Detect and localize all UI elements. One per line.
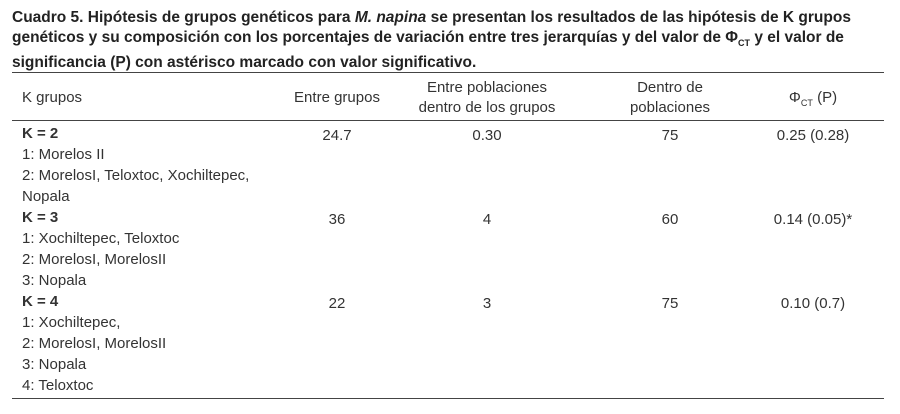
caption-tail: y el valor de significancia (P) con asté… (12, 29, 844, 72)
entre-poblaciones: 3 (482, 295, 492, 312)
entre-grupos: 36 (328, 211, 346, 228)
member: 4: Teloxtoc (22, 377, 94, 394)
header-entre-poblaciones: Entre poblaciones dentro de los grupos (419, 78, 556, 118)
header-rule (12, 120, 884, 121)
entre-poblaciones: 4 (482, 211, 492, 228)
phi-value: 0.10 (0.7) (780, 295, 846, 312)
phi-value: 0.25 (0.28) (776, 127, 850, 144)
member: 2: MorelosI, MorelosII (22, 335, 167, 352)
member: 2: MorelosI, Teloxtoc, Xochiltepec, (22, 167, 250, 184)
caption: Cuadro 5. Hipótesis de grupos genéticos … (12, 8, 892, 73)
header-line: dentro de los grupos (418, 99, 556, 116)
subscript: CT (738, 38, 750, 49)
dentro: 75 (661, 127, 679, 144)
entre-poblaciones: 0.30 (472, 127, 502, 144)
header-phi: ΦCT (P) (789, 88, 837, 113)
member: 3: Nopala (22, 272, 87, 289)
k-label: K = 2 (22, 125, 59, 142)
dentro: 60 (661, 211, 679, 228)
phi: Φ (725, 29, 738, 46)
bottom-rule (12, 398, 884, 399)
header-line: poblaciones (629, 99, 711, 116)
header-k: K grupos (22, 89, 83, 106)
suffix: (P) (817, 89, 838, 106)
member: 1: Xochiltepec, (22, 314, 121, 331)
header-line: Dentro de (637, 79, 703, 96)
member: Nopala (22, 188, 70, 205)
member: 1: Morelos II (22, 146, 105, 163)
k-label: K = 3 (22, 209, 59, 226)
entre-grupos: 24.7 (322, 127, 352, 144)
member: 3: Nopala (22, 356, 87, 373)
header-entre-grupos: Entre grupos (294, 89, 380, 106)
member: 2: MorelosI, MorelosII (22, 251, 167, 268)
caption-middle: se presentan los resultados de las hipót… (12, 9, 851, 46)
species: M. napina (354, 9, 427, 26)
header-line: Entre poblaciones (426, 79, 548, 96)
phi-value: 0.14 (0.05)* (773, 211, 853, 228)
k-label: K = 4 (22, 293, 59, 310)
top-rule (12, 72, 884, 73)
member: 1: Xochiltepec, Teloxtoc (22, 230, 180, 247)
subscript: CT (800, 98, 813, 108)
dentro: 75 (661, 295, 679, 312)
phi: Φ (788, 89, 801, 106)
caption-lead: Cuadro 5. Hipótesis de grupos genéticos … (12, 9, 351, 26)
entre-grupos: 22 (328, 295, 346, 312)
header-dentro: Dentro de poblaciones (630, 78, 710, 118)
